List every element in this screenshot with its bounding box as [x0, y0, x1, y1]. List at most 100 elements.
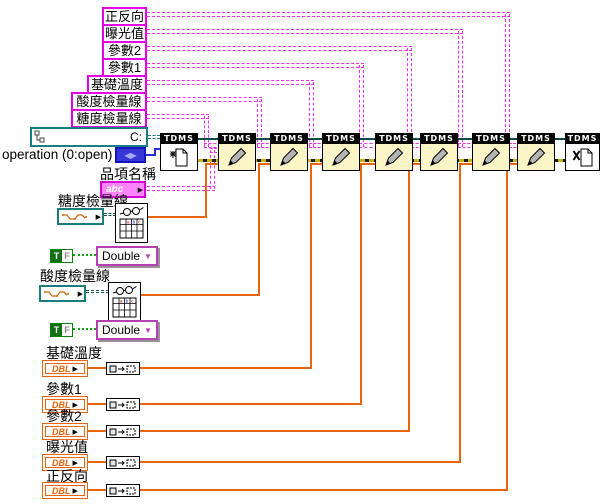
numeric-wire	[140, 430, 410, 432]
string-wire	[147, 63, 364, 68]
tdms-close-node[interactable]: TDMS	[565, 133, 600, 171]
tdms-write-node-1[interactable]: TDMS	[218, 133, 256, 171]
item-name-string-constant[interactable]: abc ▶	[100, 181, 146, 198]
channel-label: 參數2	[107, 43, 142, 58]
channel-label: 糖度檢量線	[76, 111, 142, 126]
numeric-wire	[88, 489, 106, 491]
tdms-write-node-4[interactable]: TDMS	[375, 133, 413, 171]
string-wire	[147, 46, 412, 51]
file-path-constant[interactable]: C:	[30, 127, 148, 147]
operation-enum-constant[interactable]: ◀▶	[115, 147, 146, 163]
string-wire	[147, 12, 510, 17]
dropdown-triangle-icon: ▼	[144, 251, 152, 261]
param1-dbl-constant[interactable]: DBL ▶	[42, 396, 88, 413]
resize-arrow-icon: ▶	[72, 459, 78, 467]
boolean-wire	[73, 254, 96, 256]
build-array-node[interactable]	[106, 484, 140, 497]
ring-value: Double	[102, 323, 141, 337]
exposure-dbl-constant[interactable]: DBL ▶	[42, 454, 88, 471]
param2-dbl-constant[interactable]: DBL ▶	[42, 423, 88, 440]
dbl-text: DBL	[52, 485, 71, 496]
waveform-icon	[44, 290, 69, 297]
channel-constant-exposure[interactable]: 曝光值	[102, 24, 147, 43]
false-value: F	[64, 251, 70, 261]
ring-value: Double	[102, 249, 141, 263]
resize-arrow-icon: ▶	[137, 186, 143, 194]
numeric-wire	[506, 163, 508, 491]
numeric-wire	[360, 163, 362, 405]
resize-arrow-icon: ▶	[72, 401, 78, 409]
numeric-wire	[140, 403, 362, 405]
string-wire	[210, 148, 221, 153]
resize-arrow-icon: ▶	[77, 290, 83, 298]
acidity-curve-control[interactable]: ▶	[39, 285, 86, 302]
path-value: C:	[130, 130, 142, 144]
path-icon	[34, 130, 46, 144]
tdms-write-node-7[interactable]: TDMS	[517, 133, 555, 171]
numeric-wire	[140, 489, 508, 491]
enum-wire	[146, 154, 156, 156]
path-wire	[148, 135, 160, 139]
string-wire	[309, 143, 325, 148]
pencil-icon	[420, 144, 458, 171]
forward-reverse-dbl-constant[interactable]: DBL ▶	[42, 482, 88, 499]
string-wire	[147, 186, 215, 191]
build-array-node[interactable]	[106, 456, 140, 469]
type-selector-ring-sugar[interactable]: Double ▼	[96, 246, 158, 266]
type-selector-ring-acidity[interactable]: Double ▼	[96, 320, 158, 340]
tdms-write-node-3[interactable]: TDMS	[322, 133, 360, 171]
dbl-text: DBL	[52, 399, 71, 410]
tdms-header: TDMS	[322, 133, 360, 144]
numeric-wire	[310, 163, 312, 369]
waveform-icon	[62, 213, 87, 220]
numeric-array-wire	[258, 163, 260, 296]
build-array-node[interactable]	[106, 362, 140, 375]
channel-constant-acidity-curve[interactable]: 酸度檢量線	[71, 92, 147, 111]
string-wire	[505, 14, 510, 147]
channel-label: 正反向	[104, 9, 144, 24]
string-wire	[309, 82, 314, 147]
tdms-header: TDMS	[472, 133, 510, 144]
tdms-header: TDMS	[270, 133, 308, 144]
numeric-wire	[506, 163, 521, 165]
build-array-node[interactable]	[106, 398, 140, 411]
dropdown-triangle-icon: ▼	[144, 325, 152, 335]
string-wire	[505, 143, 520, 148]
dbl-text: DBL	[52, 457, 71, 468]
channel-constant-param2[interactable]: 參數2	[102, 41, 147, 60]
tdms-write-node-6[interactable]: TDMS	[472, 133, 510, 171]
pencil-icon	[375, 144, 413, 171]
boolean-constant[interactable]: T F	[50, 249, 73, 263]
string-wire	[458, 143, 475, 148]
acidity-curve-label: 酸度檢量線	[40, 268, 110, 284]
base-temp-dbl-constant[interactable]: DBL ▶	[42, 360, 88, 377]
numeric-wire	[88, 430, 106, 432]
numeric-array-wire	[141, 294, 260, 296]
tdms-open-node[interactable]: TDMS	[160, 133, 198, 171]
string-wire	[359, 65, 364, 147]
pencil-icon	[218, 144, 256, 171]
sugar-curve-control[interactable]: ▶	[57, 208, 104, 225]
build-array-node[interactable]	[106, 425, 140, 438]
numeric-wire	[140, 367, 312, 369]
enum-arrows-icon: ◀▶	[124, 150, 137, 160]
true-value: T	[51, 324, 62, 336]
string-wire	[257, 99, 262, 147]
numeric-array-wire	[258, 163, 272, 165]
string-wire	[147, 29, 463, 34]
channel-constant-sugar-curve[interactable]: 糖度檢量線	[71, 109, 147, 128]
string-wire	[407, 48, 412, 147]
string-wire	[407, 143, 423, 148]
param2-label: 參數2	[46, 408, 82, 424]
numeric-wire	[310, 163, 324, 165]
param1-label: 參數1	[46, 381, 82, 397]
channel-label: 曝光值	[104, 26, 144, 41]
boolean-constant[interactable]: T F	[50, 323, 73, 337]
pencil-icon	[517, 144, 555, 171]
tdms-header: TDMS	[160, 133, 198, 144]
tdms-write-node-5[interactable]: TDMS	[420, 133, 458, 171]
tdms-write-node-2[interactable]: TDMS	[270, 133, 308, 171]
resize-arrow-icon: ▶	[72, 428, 78, 436]
